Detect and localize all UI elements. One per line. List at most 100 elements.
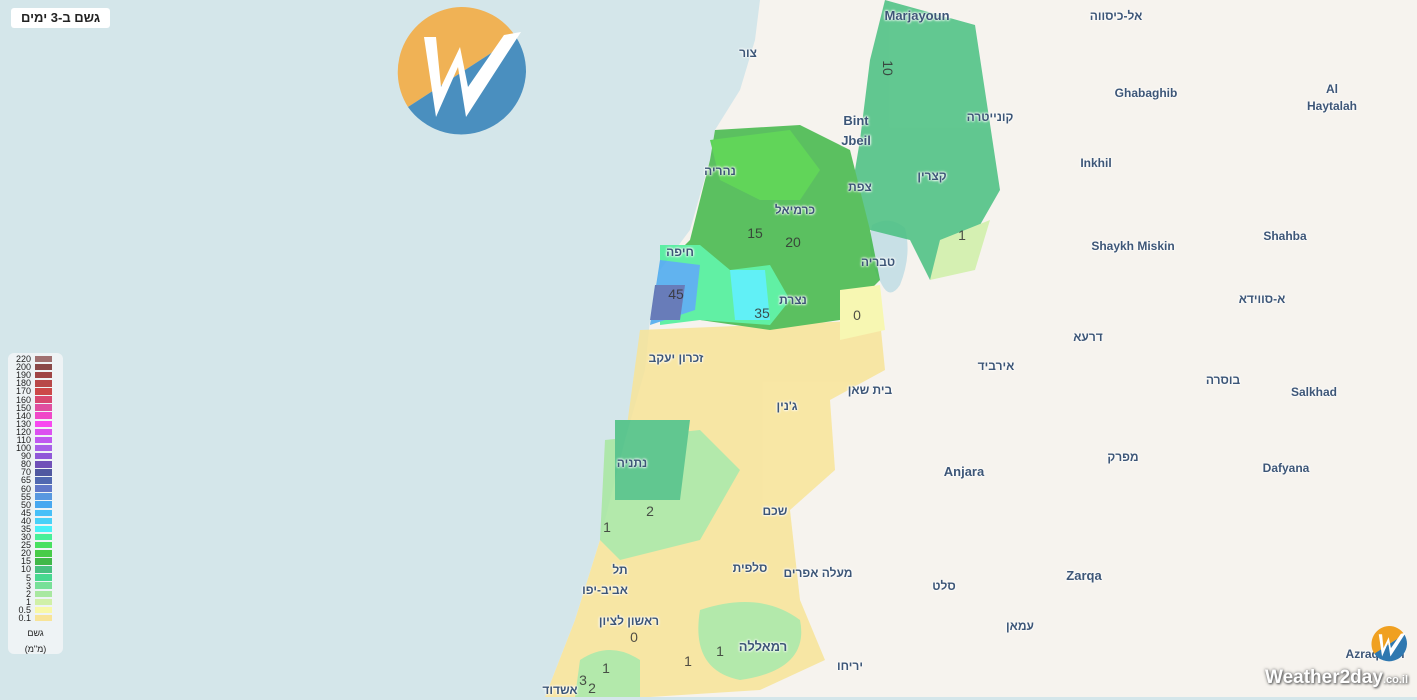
place-label: זכרון יעקב [648, 351, 704, 365]
legend-swatch [35, 371, 52, 379]
place-label: Ghabaghib [1114, 86, 1178, 100]
legend-swatch [35, 541, 52, 549]
legend-value: 15 [20, 556, 31, 567]
place-label: צפת [848, 180, 872, 194]
legend-item: 170 [11, 386, 60, 397]
legend-value: 10 [20, 564, 31, 575]
contour-label: 1 [716, 643, 724, 659]
place-label: שכם [762, 504, 788, 518]
legend-item: 90 [11, 451, 60, 462]
legend-item: 55 [11, 492, 60, 501]
place-label: Dafyana [1262, 461, 1310, 475]
legend-value: 50 [20, 499, 31, 510]
contour-label: 1 [684, 653, 692, 669]
place-label: רמאללה [738, 639, 788, 654]
legend-swatch [35, 493, 52, 500]
legend-value: 120 [15, 426, 31, 437]
place-label: מפרק [1107, 450, 1139, 464]
place-label: Jbeil [841, 133, 871, 148]
place-label: אל-כיסווה [1089, 9, 1143, 23]
legend-item: 20 [11, 548, 60, 559]
legend-value: 110 [16, 434, 31, 445]
watermark: Weather2day.co.il [1265, 667, 1409, 688]
place-label: Zarqa [1066, 568, 1102, 583]
place-label: דרעא [1073, 330, 1103, 344]
legend-item: 200 [11, 362, 60, 373]
legend-item: 0.5 [11, 605, 60, 614]
contour-label: 0 [630, 629, 638, 645]
place-label: נצרת [779, 293, 807, 307]
legend-value: 70 [20, 467, 31, 478]
legend-swatch [35, 509, 52, 517]
place-label: כרמיאל [774, 203, 816, 217]
place-label: Salkhad [1290, 385, 1338, 399]
legend-value: 130 [15, 418, 31, 429]
legend-swatch [35, 477, 52, 484]
place-label: א-סווידא [1238, 292, 1286, 306]
legend-value: 180 [15, 378, 31, 389]
weather2day-small-logo [1371, 626, 1407, 662]
map-title: גשם ב-3 ימים [11, 8, 111, 28]
place-label: בית שאן [847, 383, 893, 397]
place-label: אשדוד [542, 683, 578, 697]
legend-value: 200 [15, 362, 31, 373]
legend-value: 45 [20, 507, 31, 518]
legend-swatch [35, 396, 52, 403]
legend-swatch [35, 590, 52, 598]
legend-swatch [35, 469, 52, 476]
legend-swatch [35, 614, 52, 622]
legend-item: 50 [11, 499, 60, 510]
place-label: נתניה [616, 456, 648, 470]
legend-item: 15 [11, 556, 60, 567]
place-label: צור [739, 46, 757, 60]
contour-label: 0 [853, 307, 861, 323]
legend-value: 35 [20, 524, 31, 535]
legend-item: 140 [11, 411, 60, 420]
place-label: עמאן [1006, 619, 1034, 633]
legend-swatch [35, 558, 52, 565]
place-label: תל [612, 563, 628, 577]
legend-value: 30 [20, 532, 31, 543]
legend-item: 160 [11, 395, 60, 404]
legend-swatch [35, 452, 52, 460]
legend-item: 190 [11, 371, 60, 380]
legend-value: 0.1 [18, 613, 31, 624]
contour-label: 2 [588, 680, 596, 696]
legend-value: 90 [20, 451, 31, 462]
legend-swatch [35, 517, 52, 525]
contour-label: 10 [880, 60, 896, 76]
place-label: Shaykh Miskin [1091, 239, 1175, 253]
legend-item: 45 [11, 507, 60, 518]
legend-swatch [35, 380, 52, 387]
rain-overlay [545, 0, 1000, 697]
legend-item: 10 [11, 564, 60, 575]
legend-item: 70 [11, 467, 60, 478]
contour-label: 45 [668, 286, 684, 302]
legend-swatch [35, 412, 52, 419]
place-label: מעלה אפרים [783, 566, 853, 580]
legend-swatch [35, 355, 52, 363]
legend-swatch [35, 363, 52, 371]
lake-kinneret [869, 220, 908, 293]
legend-item: 35 [11, 524, 60, 535]
place-label: Anjara [943, 464, 985, 479]
legend-swatch [35, 436, 52, 444]
place-label: ג'נין [776, 399, 798, 413]
legend-swatch [35, 420, 52, 428]
place-label: ראשון לציון [598, 614, 660, 628]
place-label: אירביד [977, 359, 1015, 373]
place-label: סלפית [732, 561, 768, 575]
legend-item: 110 [11, 434, 60, 445]
legend-value: 170 [15, 386, 31, 397]
legend-item: 65 [11, 476, 60, 485]
contour-label: 20 [785, 234, 801, 250]
legend-value: 1 [25, 596, 31, 607]
legend-swatch [35, 574, 52, 581]
legend-value: 150 [15, 402, 31, 413]
legend-swatch [35, 501, 52, 508]
legend-value: 20 [20, 548, 31, 559]
legend-item: 25 [11, 541, 60, 550]
place-label: בוסרה [1205, 373, 1241, 387]
legend-item: 2 [11, 589, 60, 598]
